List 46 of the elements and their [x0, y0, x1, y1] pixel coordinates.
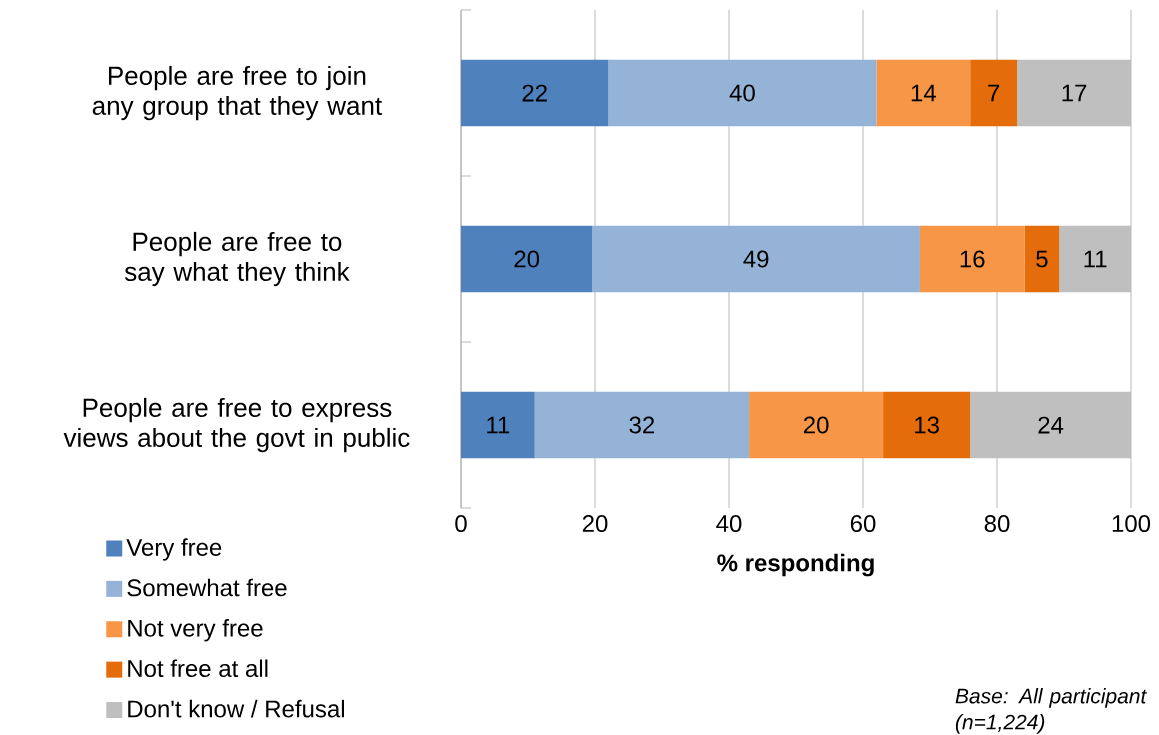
x-tick-label: 60	[850, 515, 876, 533]
bar	[1059, 225, 1132, 293]
x-tick-label: 100	[1112, 515, 1151, 533]
bar	[876, 59, 971, 127]
legend-label: Don't know / Refusal	[128, 699, 344, 718]
data-label: 16	[960, 250, 985, 268]
bar	[1024, 225, 1060, 293]
y-tick-label: People are free to join any group that they want	[92, 65, 382, 121]
data-label: 49	[743, 250, 769, 268]
legend-label: Not very free	[128, 619, 263, 642]
data-label: 40	[729, 84, 755, 102]
y-tick-label: People are free to say what they think	[124, 231, 350, 287]
bar	[1017, 59, 1132, 127]
bar	[461, 59, 609, 127]
bar	[534, 391, 750, 459]
bar	[970, 391, 1132, 459]
bar	[608, 59, 877, 127]
data-label: 20	[803, 416, 829, 434]
data-label: 22	[522, 84, 547, 102]
data-label: 5	[1036, 250, 1048, 268]
legend-label: Very free	[126, 538, 222, 561]
bar	[461, 225, 593, 293]
data-label: 17	[1062, 84, 1087, 102]
data-label: 7	[988, 84, 1000, 102]
x-tick-label: 20	[582, 515, 608, 533]
bar	[461, 391, 535, 459]
text: Base: All participant (n=1,224)	[955, 688, 1148, 734]
data-label: 11	[487, 416, 510, 434]
bar	[749, 391, 884, 459]
data-label: 14	[911, 84, 936, 102]
legend-label: Not free at all	[128, 659, 268, 678]
data-label: 20	[514, 250, 540, 268]
x-tick-label: 80	[984, 515, 1010, 533]
x-tick-label: 0	[455, 515, 467, 533]
y-tick-label: People are free to express views about the govt in public	[63, 397, 410, 453]
data-label: 13	[915, 416, 939, 434]
data-label: 32	[629, 416, 655, 434]
data-label: 11	[1084, 250, 1107, 268]
x-tick-label: 40	[716, 515, 742, 533]
bar	[883, 391, 971, 459]
bar	[970, 59, 1018, 127]
legend-label: Somewhat free	[127, 578, 287, 597]
bar	[592, 225, 920, 293]
x-axis-title: % responding	[717, 553, 874, 577]
bar	[919, 225, 1025, 293]
data-label: 24	[1038, 416, 1064, 434]
